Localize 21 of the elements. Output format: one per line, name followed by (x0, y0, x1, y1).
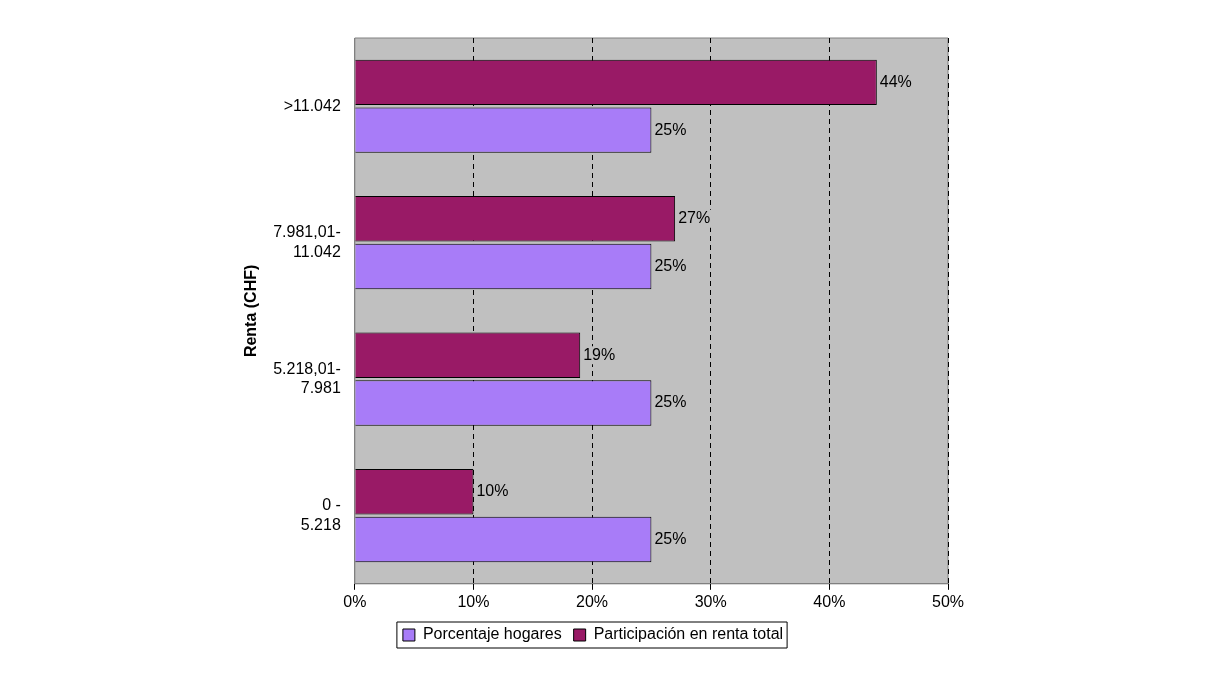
legend-label: Participación en renta total (593, 625, 784, 643)
y-axis-title: Renta (CHF) (242, 264, 260, 358)
x-tick-label: 40% (813, 592, 846, 610)
x-tick-label: 0% (343, 592, 367, 610)
data-label: 25% (654, 120, 687, 138)
x-tick-label: 20% (576, 592, 609, 610)
y-tick-label: >11.042 (283, 96, 341, 114)
data-label: 10% (476, 482, 509, 500)
y-tick-label: 7.981,01-11.042 (273, 223, 341, 260)
legend-label: Porcentaje hogares (422, 625, 562, 643)
data-label: 44% (879, 72, 912, 90)
x-tick-label: 10% (457, 592, 490, 610)
x-tick-label: 50% (931, 592, 965, 610)
data-label: 27% (678, 209, 711, 227)
data-label: 25% (654, 529, 687, 547)
y-tick-label: 5.218,01-7.981 (273, 359, 341, 397)
data-label: 25% (654, 393, 687, 411)
y-tick-label: 0 -5.218 (300, 496, 341, 533)
x-tick-label: 30% (694, 592, 727, 610)
data-label: 19% (583, 345, 616, 363)
data-label: 25% (654, 256, 687, 274)
